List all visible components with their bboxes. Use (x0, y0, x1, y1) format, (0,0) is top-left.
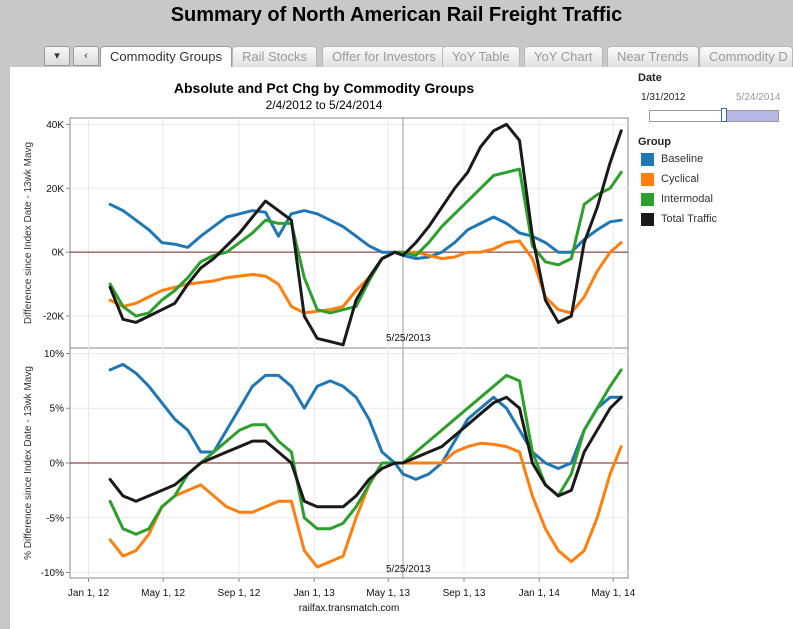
y-tick-label: 0K (52, 248, 65, 259)
date-range-labels: 1/31/2012 5/24/2014 (638, 91, 788, 107)
y-tick-labels: -20K 0K 20K 40K -10% -5% 0% 5% 10% (41, 120, 65, 579)
x-tick-label: May 1, 14 (591, 588, 635, 599)
x-tick-labels: Jan 1, 12 May 1, 12 Sep 1, 12 Jan 1, 13 May … (68, 588, 636, 599)
y-tick-label: 40K (46, 120, 64, 131)
y-tick-label: 5% (50, 404, 65, 415)
tab-yoy-table[interactable]: YoY Table (442, 46, 520, 67)
chart-title: Absolute and Pct Chg by Commodity Groups (174, 80, 474, 96)
tab-near-trends[interactable]: Near Trends (607, 46, 699, 67)
series-line-baseline (108, 202, 623, 261)
legend-item-baseline[interactable]: Baseline (638, 150, 788, 170)
tab-yoy-chart[interactable]: YoY Chart (524, 46, 603, 67)
top-y-axis-label: Difference since Index Date - 13wk Mavg (23, 142, 34, 324)
x-tick-label: Jan 1, 12 (68, 588, 110, 599)
tab-commodity-groups[interactable]: Commodity Groups (100, 46, 232, 68)
legend-title: Group (638, 136, 671, 148)
page-title: Summary of North American Rail Freight T… (170, 4, 623, 26)
y-tick-label: -20K (43, 312, 64, 323)
date-range-slider[interactable] (649, 108, 779, 122)
legend-label: Baseline (661, 153, 704, 165)
x-tick-label: Jan 1, 13 (294, 588, 336, 599)
series-line-total-traffic (108, 122, 623, 347)
series-line-baseline (108, 362, 623, 481)
y-tick-label: -5% (46, 513, 64, 524)
zero-lines (70, 251, 628, 464)
x-tick-label: Sep 1, 13 (443, 588, 486, 599)
tab-scroll-back-icon[interactable]: ‹ (73, 46, 99, 66)
date-end-label: 5/24/2014 (736, 92, 781, 103)
date-range-handle[interactable] (721, 108, 727, 122)
legend-label: Total Traffic (661, 213, 718, 225)
series-line-total-traffic (108, 395, 623, 509)
x-tick-label: Jan 1, 14 (519, 588, 561, 599)
tab-bar: ▾ ‹ Commodity Groups Rail Stocks Offer f… (0, 45, 793, 68)
legend-item-intermodal[interactable]: Intermodal (638, 190, 788, 210)
date-range-fill (727, 111, 778, 121)
date-filter-title: Date (638, 72, 662, 84)
reference-date-label-top: 5/25/2013 (386, 333, 431, 344)
date-start-label: 1/31/2012 (641, 92, 686, 103)
legend: Baseline Cyclical Intermodal Total Traff… (638, 150, 788, 230)
legend-label: Cyclical (661, 173, 699, 185)
tab-rail-stocks[interactable]: Rail Stocks (232, 46, 318, 67)
legend-label: Intermodal (661, 193, 713, 205)
y-tick-label: 0% (50, 459, 65, 470)
x-tick-label: Sep 1, 12 (218, 588, 261, 599)
bottom-y-axis-label: % Difference since Index Date - 13wk Mav… (23, 366, 34, 560)
tab-commodity-d[interactable]: Commodity D (699, 46, 793, 67)
y-tick-label: 10% (44, 349, 64, 360)
x-tick-label: May 1, 12 (141, 588, 185, 599)
legend-swatch (641, 153, 654, 166)
side-panel: Date 1/31/2012 5/24/2014 Group Baseline … (638, 72, 788, 230)
legend-swatch (641, 213, 654, 226)
series-line-intermodal (108, 368, 623, 536)
tab-list-dropdown-icon[interactable]: ▾ (44, 46, 70, 66)
legend-item-total-traffic[interactable]: Total Traffic (638, 210, 788, 230)
y-tick-label: -10% (41, 568, 64, 579)
legend-swatch (641, 173, 654, 186)
reference-date-label-bottom: 5/25/2013 (386, 564, 431, 575)
tab-offer-for-investors[interactable]: Offer for Investors (322, 46, 446, 67)
x-tick-label: May 1, 13 (366, 588, 410, 599)
legend-item-cyclical[interactable]: Cyclical (638, 170, 788, 190)
y-tick-label: 20K (46, 184, 64, 195)
series-lines (108, 122, 623, 569)
x-gridlines (87, 118, 614, 582)
source-label: railfax.transmatch.com (299, 603, 400, 614)
chart-subtitle: 2/4/2012 to 5/24/2014 (266, 98, 383, 112)
legend-swatch (641, 193, 654, 206)
